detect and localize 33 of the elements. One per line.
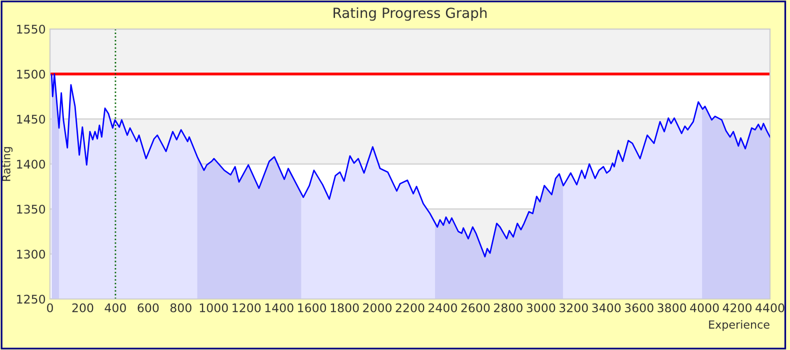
x-tick-label: 3400: [592, 303, 621, 312]
y-tick-label: 1250: [17, 294, 46, 304]
x-tick-label: 4400: [756, 303, 784, 312]
y-tick-label: 1300: [17, 250, 46, 259]
x-tick-label: 400: [104, 303, 126, 312]
y-tick-label: 1400: [17, 160, 46, 169]
y-tick-label: 1550: [17, 24, 46, 34]
x-tick-label: 200: [72, 303, 94, 312]
x-tick-label: 3600: [624, 303, 654, 312]
y-tick-label: 1450: [17, 114, 46, 124]
x-tick-label: 1200: [232, 303, 261, 312]
x-tick-label: 3800: [658, 303, 686, 312]
x-tick-label: 600: [138, 303, 159, 312]
x-tick-label: 2800: [494, 303, 522, 312]
y-tick-label: 1500: [17, 70, 46, 79]
x-tick-label: 1600: [298, 303, 326, 312]
x-tick-label: 2200: [396, 303, 424, 312]
x-tick-label: 1000: [200, 303, 228, 312]
y-axis-title: Rating: [2, 147, 13, 181]
x-tick-label: 3200: [560, 303, 588, 312]
x-tick-label: 1800: [330, 303, 359, 312]
x-tick-label: 2600: [461, 303, 490, 312]
x-tick-label: 0: [47, 303, 53, 312]
x-tick-label: 800: [170, 303, 192, 312]
x-tick-label: 4000: [690, 303, 719, 312]
chart-title: Rating Progress Graph: [334, 7, 487, 21]
x-axis-title: Experience: [709, 320, 770, 331]
x-tick-label: 4200: [722, 303, 752, 312]
x-tick-label: 3000: [526, 303, 556, 312]
x-tick-label: 2400: [428, 303, 457, 312]
y-tick-label: 1350: [17, 204, 46, 214]
x-tick-label: 1400: [265, 303, 294, 312]
x-tick-label: 2000: [363, 303, 392, 312]
